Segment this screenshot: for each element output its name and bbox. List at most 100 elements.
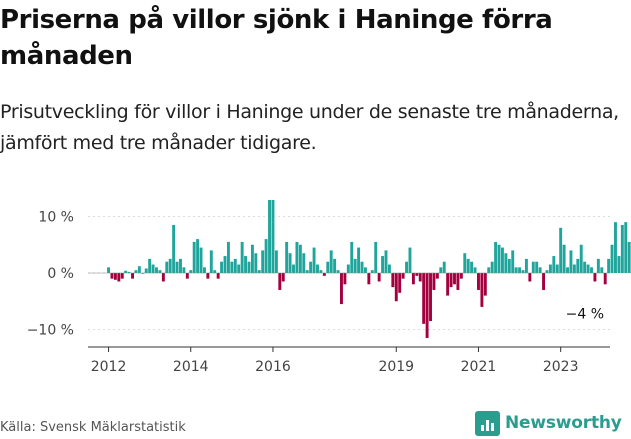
bar bbox=[223, 256, 227, 273]
bar bbox=[514, 267, 518, 273]
bar bbox=[562, 244, 566, 273]
bar bbox=[196, 239, 200, 273]
bar bbox=[569, 250, 573, 273]
bar bbox=[429, 273, 432, 322]
bar bbox=[535, 261, 539, 273]
bar bbox=[593, 273, 597, 282]
bar bbox=[528, 273, 532, 282]
x-tick-label: 2019 bbox=[378, 359, 414, 375]
bar bbox=[473, 267, 477, 273]
bar bbox=[487, 267, 491, 273]
bar bbox=[579, 244, 583, 273]
bar bbox=[250, 244, 254, 273]
bar bbox=[583, 261, 587, 273]
bar bbox=[555, 264, 559, 273]
bar bbox=[305, 270, 309, 273]
bar bbox=[285, 241, 289, 273]
bar bbox=[134, 270, 138, 273]
bar bbox=[456, 273, 460, 290]
bar bbox=[453, 273, 456, 285]
bar bbox=[617, 256, 621, 273]
bar bbox=[322, 273, 326, 276]
bar bbox=[559, 227, 563, 273]
bar bbox=[240, 241, 244, 273]
bar bbox=[189, 270, 193, 273]
bar bbox=[449, 273, 453, 288]
bar bbox=[199, 247, 203, 273]
bar bbox=[374, 241, 378, 273]
bar bbox=[124, 270, 128, 273]
bar bbox=[226, 241, 230, 273]
bar bbox=[545, 270, 549, 273]
bar bbox=[319, 270, 323, 273]
bar bbox=[566, 267, 569, 273]
bar bbox=[596, 258, 600, 273]
y-tick-label: −10 % bbox=[27, 323, 74, 339]
bar bbox=[264, 239, 268, 273]
bar bbox=[309, 261, 313, 273]
bar bbox=[274, 250, 278, 273]
bar bbox=[175, 261, 179, 273]
bar bbox=[552, 256, 556, 273]
bar bbox=[442, 261, 446, 273]
bar bbox=[548, 264, 552, 273]
bar bbox=[398, 273, 402, 293]
bar bbox=[333, 258, 337, 273]
source-note: Källa: Svensk Mäklarstatistik bbox=[0, 420, 186, 435]
bar bbox=[155, 267, 158, 273]
bar bbox=[237, 264, 241, 273]
bar bbox=[422, 273, 426, 324]
bar bbox=[418, 273, 422, 282]
bar bbox=[353, 258, 357, 273]
bar bbox=[326, 261, 330, 273]
bar bbox=[120, 273, 124, 279]
bar bbox=[408, 247, 412, 273]
x-tick-label: 2016 bbox=[255, 359, 291, 375]
bar bbox=[370, 270, 374, 273]
bar bbox=[216, 273, 220, 279]
bar bbox=[391, 273, 395, 288]
bar bbox=[230, 261, 234, 273]
bar bbox=[367, 273, 371, 285]
bar bbox=[504, 253, 508, 273]
bar bbox=[268, 200, 271, 273]
bar bbox=[295, 241, 299, 273]
y-tick-label: 0 % bbox=[47, 266, 74, 282]
bar bbox=[603, 273, 607, 285]
bar bbox=[500, 247, 504, 273]
bar bbox=[257, 270, 261, 273]
bar bbox=[213, 270, 217, 273]
y-tick-label: 10 % bbox=[38, 210, 74, 226]
bar bbox=[542, 273, 546, 290]
bar bbox=[405, 261, 408, 273]
newsworthy-logo: Newsworthy bbox=[475, 409, 622, 437]
bar bbox=[182, 267, 186, 273]
bar bbox=[113, 273, 117, 280]
bar bbox=[531, 261, 535, 273]
bar bbox=[610, 244, 614, 273]
bar bbox=[524, 258, 528, 273]
bar bbox=[203, 267, 206, 273]
bar bbox=[494, 241, 498, 273]
bar bbox=[432, 273, 436, 290]
bar bbox=[261, 250, 265, 273]
bar bbox=[480, 273, 484, 307]
bar bbox=[329, 250, 333, 273]
bar bbox=[302, 253, 306, 273]
bar bbox=[377, 273, 381, 282]
bar bbox=[507, 258, 511, 273]
bar bbox=[312, 247, 316, 273]
bar bbox=[483, 273, 487, 296]
bar bbox=[446, 273, 450, 296]
bar bbox=[590, 267, 593, 273]
bar bbox=[298, 244, 302, 273]
bar bbox=[381, 256, 385, 273]
bar bbox=[607, 258, 611, 273]
bar bbox=[384, 250, 388, 273]
bar bbox=[127, 271, 131, 273]
bar bbox=[394, 273, 398, 302]
bar bbox=[411, 273, 415, 285]
bar bbox=[254, 253, 258, 273]
bar bbox=[576, 258, 580, 273]
bar bbox=[148, 258, 152, 273]
